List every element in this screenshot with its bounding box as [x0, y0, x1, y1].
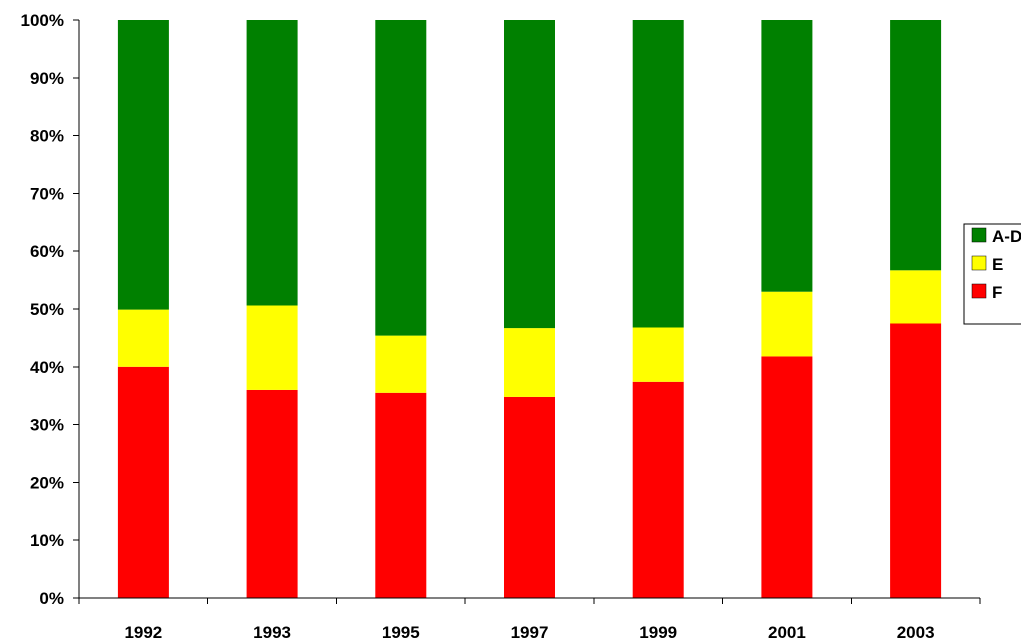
bar-f-1993 [246, 389, 298, 598]
bar-ad-1999 [632, 20, 684, 328]
y-tick-label: 10% [30, 531, 64, 550]
x-tick-label: 2003 [897, 623, 935, 642]
x-tick-label: 1993 [253, 623, 291, 642]
legend-swatch-ad [971, 227, 987, 243]
bar-ad-2003 [890, 20, 942, 271]
y-tick-label: 20% [30, 473, 64, 492]
y-tick-label: 60% [30, 242, 64, 261]
bars-group [117, 20, 942, 598]
bar-e-2003 [890, 270, 942, 324]
bar-f-1992 [117, 366, 169, 598]
legend-swatch-e [971, 255, 987, 271]
legend-swatch-f [971, 283, 987, 299]
bar-ad-2001 [761, 20, 813, 292]
bar-e-1992 [117, 309, 169, 367]
x-tick-label: 1995 [382, 623, 420, 642]
bar-ad-1997 [504, 20, 555, 329]
y-tick-label: 40% [30, 358, 64, 377]
bar-ad-1993 [246, 20, 298, 306]
bar-f-1997 [504, 396, 555, 598]
bar-f-1995 [375, 392, 427, 598]
y-tick-label: 100% [21, 11, 64, 30]
y-tick-label: 50% [30, 300, 64, 319]
axes-group: 0% 10% 20% 30% 40% 50% 60% 70% 80% 90% 100% 1992 199… [21, 11, 981, 642]
bar-e-1997 [504, 328, 555, 397]
x-tick-label: 1997 [511, 623, 549, 642]
y-tick-label: 80% [30, 127, 64, 146]
bar-f-2003 [890, 323, 942, 598]
bar-ad-1995 [375, 20, 427, 336]
y-tick-label: 30% [30, 416, 64, 435]
bar-e-1995 [375, 335, 427, 393]
bar-f-1999 [632, 381, 684, 598]
y-tick-label: 70% [30, 184, 64, 203]
x-tick-label: 1999 [639, 623, 677, 642]
legend-label-e: E [992, 255, 1003, 274]
bar-ad-1992 [117, 20, 169, 310]
x-tick-label: 2001 [768, 623, 806, 642]
bar-e-2001 [761, 291, 813, 357]
x-tick-label: 1992 [124, 623, 162, 642]
y-tick-label: 0% [39, 589, 64, 608]
legend-label-f: F [992, 283, 1002, 302]
legend-label-ad: A-D [992, 227, 1021, 246]
bar-e-1999 [632, 327, 684, 382]
legend: A-D EF [963, 223, 1021, 325]
y-tick-label: 90% [30, 69, 64, 88]
bar-f-2001 [761, 356, 813, 598]
bar-e-1993 [246, 305, 298, 390]
